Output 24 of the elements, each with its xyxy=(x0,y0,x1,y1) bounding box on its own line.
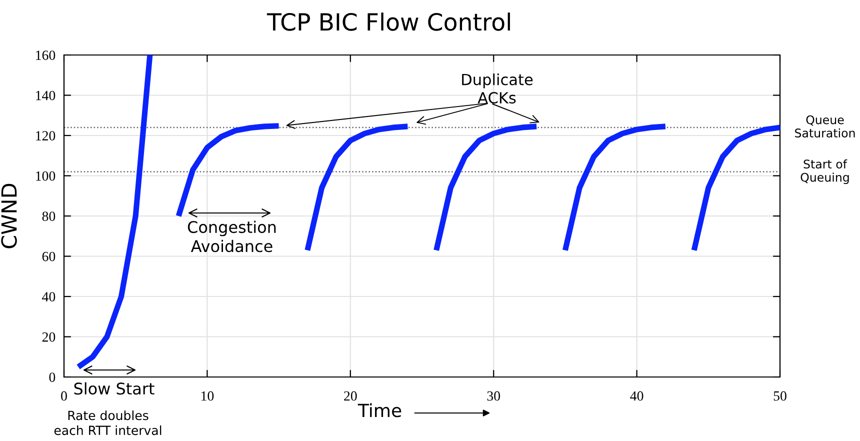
x-tick-label: 40 xyxy=(630,391,644,401)
x-tick-label: 30 xyxy=(487,391,500,401)
x-axis-title: Time xyxy=(358,403,402,418)
ref-line-label: Start of Queuing xyxy=(800,159,849,184)
y-tick-label: 60 xyxy=(42,252,56,262)
y-tick-label: 160 xyxy=(36,50,56,60)
x-tick-label: 20 xyxy=(344,391,357,401)
y-tick-label: 40 xyxy=(42,292,56,302)
x-tick-label: 0 xyxy=(61,391,67,401)
ref-line-label: Queue Saturation xyxy=(795,115,855,138)
y-tick-label: 0 xyxy=(49,372,56,382)
y-tick-label: 120 xyxy=(36,131,56,140)
y-tick-label: 80 xyxy=(42,212,56,221)
y-tick-label: 20 xyxy=(42,332,56,342)
x-tick-label: 50 xyxy=(774,391,786,401)
y-axis-title: CWND xyxy=(1,184,17,248)
text: Rate doubles each RTT interval xyxy=(54,410,162,436)
x-tick-label: 10 xyxy=(201,391,214,401)
annotation: Congestion Avoidance xyxy=(188,220,276,252)
y-tick-label: 100 xyxy=(36,171,56,181)
y-tick-label: 140 xyxy=(36,90,56,100)
annotation: Duplicate ACKs xyxy=(462,73,533,104)
text: Slow Start xyxy=(74,382,154,395)
chart-title: TCP BIC Flow Control xyxy=(266,12,510,31)
